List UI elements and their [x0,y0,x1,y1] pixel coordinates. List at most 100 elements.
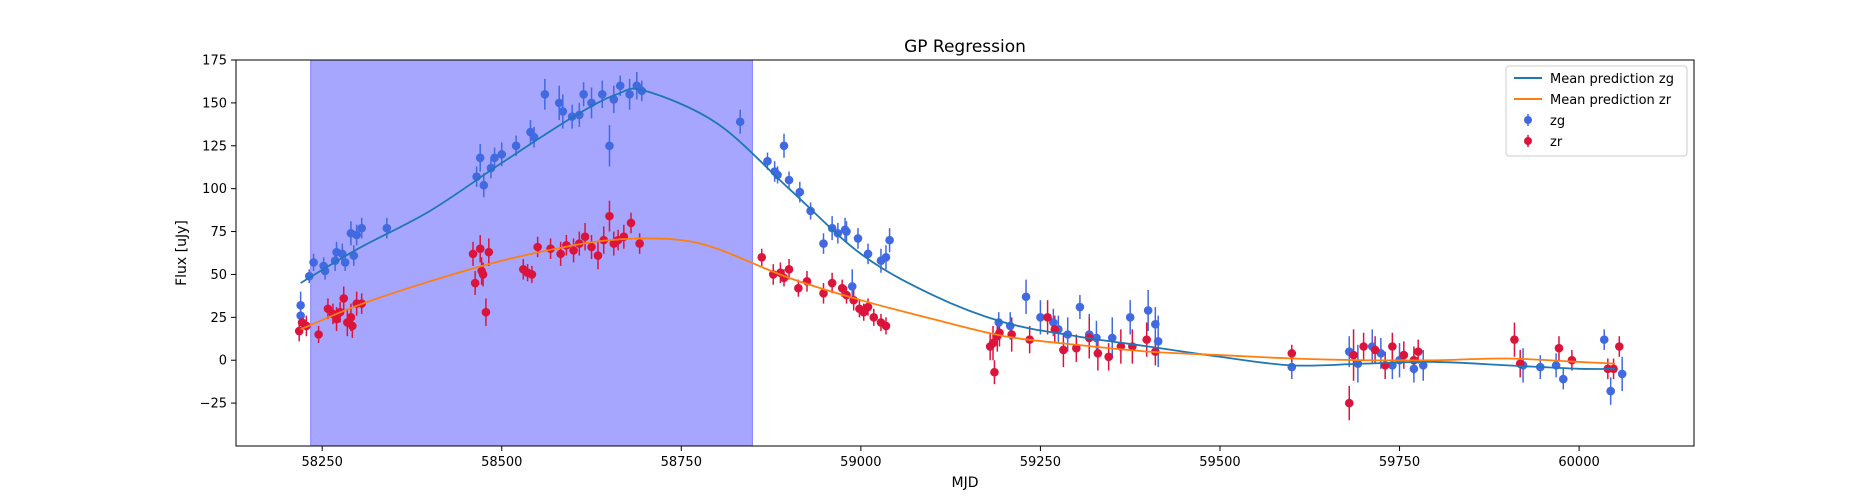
zr-data-point [478,270,488,279]
zg-data-point [615,81,625,91]
zg-data-point [490,153,499,163]
zr-data-point [593,251,603,260]
zg-data-point [475,153,485,163]
zg-data-point [349,251,359,260]
chart-title: GP Regression [904,37,1026,57]
zr-data-point [1399,350,1409,360]
zg-data-point [579,90,588,99]
zr-data-point [1104,352,1113,362]
y-tick-label: 75 [210,225,227,240]
zr-data-point [569,246,578,255]
zg-data-point [558,107,568,116]
zg-data-point [735,117,745,127]
zr-data-point [757,252,767,262]
zg-data-point [863,249,873,259]
zg-data-point [1617,369,1627,379]
zr-data-point [869,313,879,322]
y-tick-label: 25 [210,311,227,326]
zr-data-point [481,307,491,317]
y-axis-ticks: −25 0 25 50 75 100 125 150 175 [200,54,236,412]
legend-label-zr: zr [1550,135,1563,150]
zg-data-point [1409,364,1419,374]
zg-data-point [554,98,564,108]
zr-data-point [1093,349,1103,358]
y-tick-label: 0 [219,354,227,369]
zg-data-point [842,227,851,236]
zr-data-point [626,218,636,228]
mean-prediction-zr-line [300,237,1616,365]
zg-data-point [1287,362,1297,372]
x-tick-label: 60000 [1558,455,1599,470]
zr-data-point [556,249,565,259]
zr-data-point [1388,342,1397,351]
x-tick-label: 58500 [481,455,522,470]
zr-data-point [332,314,341,324]
zr-data-point [346,313,356,322]
zg-data-point [795,187,805,197]
legend-swatch-zg [1524,114,1532,126]
zg-data-point [885,235,894,245]
legend-swatch-zr [1524,135,1532,147]
zg-data-point [819,239,828,248]
y-axis-label: Flux [uJy] [174,220,190,286]
zg-data-point [597,90,607,99]
x-tick-label: 59000 [840,455,881,470]
zg-data-point [540,90,550,99]
zg-data-point [1107,333,1117,343]
zr-data-point [881,321,891,331]
zr-data-point [1072,343,1081,353]
zg-data-point [881,252,891,262]
zg-data-point [296,301,305,310]
legend-label-zg: zg [1550,114,1565,129]
zg-data-point [511,141,521,151]
zg-data-point [806,206,815,216]
zg-data-point [1418,361,1428,370]
mean-prediction-layer [300,87,1616,370]
zg-data-point [309,258,318,267]
zg-data-point [773,170,782,180]
zr-data-point [1349,350,1358,360]
zr-data-point [314,330,323,339]
zg-data-point [625,90,634,99]
zr-data-point [863,302,873,312]
zr-data-point [484,247,494,257]
mean-prediction-zg-line [300,87,1616,370]
zg-data-point [1143,306,1153,315]
zr-data-point [348,321,357,331]
zr-data-point [1510,335,1519,344]
data-point-layer [294,81,1627,408]
zg-data-point [779,141,789,151]
zg-data-point [1049,318,1058,327]
zr-data-point [475,244,485,254]
zg-data-point [605,141,614,151]
zg-data-point [609,95,619,104]
zg-data-point [497,150,507,159]
zg-data-point [784,175,794,185]
zg-data-point [1151,319,1160,329]
zg-data-point [1021,292,1031,302]
plot-frame [235,59,1695,447]
x-axis-ticks: 58250 58500 58750 59000 59250 59500 59750 60000 [302,446,1600,470]
x-tick-label: 58250 [302,455,343,470]
zr-data-point [1059,345,1068,355]
zr-data-point [794,283,803,293]
zg-data-point [1599,335,1609,344]
zr-data-point [988,338,998,348]
zr-data-point [1043,313,1052,322]
zg-data-point [847,282,857,291]
zg-data-point [1558,374,1568,384]
zg-data-point [357,223,366,233]
zr-data-point [533,242,542,252]
zg-data-point [1125,313,1135,322]
zr-data-point [1554,343,1564,353]
zr-data-point [1413,347,1423,356]
y-tick-label: 175 [202,54,227,69]
zr-data-point [827,278,837,288]
zg-data-point [1075,302,1085,312]
zr-data-point [1142,335,1152,344]
zr-data-point [990,367,999,377]
zg-data-point [382,223,392,233]
zr-data-point [1615,342,1624,351]
zg-data-point [352,230,361,240]
x-tick-label: 59500 [1199,455,1240,470]
